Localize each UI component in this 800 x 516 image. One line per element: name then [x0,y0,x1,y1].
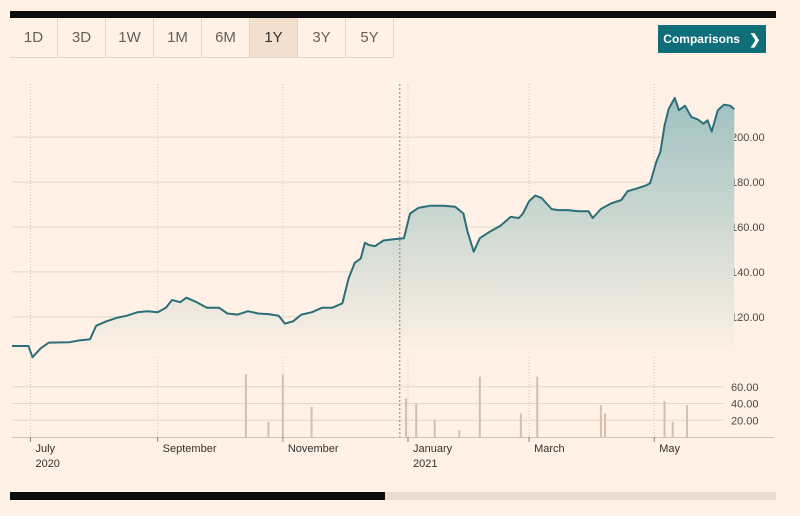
volume-bar [310,406,313,437]
tab-5y[interactable]: 5Y [346,18,394,57]
volume-bar [433,420,436,437]
comparisons-button[interactable]: Comparisons ❯ [658,25,766,53]
volume-bar [244,374,247,437]
volume-bar [478,376,481,437]
tab-1y[interactable]: 1Y [250,18,298,57]
volume-bar [519,413,522,437]
volume-bar [663,400,666,437]
price-tick-label: 200.00 [731,132,765,144]
x-tick-sublabel: 2021 [413,458,437,470]
volume-tick-label: 20.00 [731,415,759,427]
volume-bar [671,421,674,437]
volume-tick-label: 40.00 [731,399,759,411]
chevron-right-icon: ❯ [748,30,761,47]
volume-bar [267,421,270,437]
tab-1w[interactable]: 1W [106,18,154,57]
price-tick-label: 160.00 [731,222,765,234]
scrollbar-thumb[interactable] [10,492,386,500]
tab-3d[interactable]: 3D [58,18,106,57]
volume-bar [599,405,602,437]
volume-bar [686,405,689,437]
range-tabs: 1D 3D 1W 1M 6M 1Y 3Y 5Y [10,18,394,58]
x-tick-sublabel: 2020 [35,458,59,470]
price-tick-label: 120.00 [731,312,765,324]
x-tick-label: January [413,443,453,455]
time-range-scrollbar[interactable] [10,492,776,500]
volume-bar [281,374,284,437]
tab-1d[interactable]: 1D [10,18,58,57]
x-tick-label: May [659,443,680,455]
tab-6m[interactable]: 6M [202,18,250,57]
top-rule [10,11,776,18]
tab-3y[interactable]: 3Y [298,18,346,57]
x-tick-label: July [35,443,55,455]
price-line [12,96,735,359]
price-area [12,97,735,358]
volume-bar [458,430,461,437]
volume-bar [603,413,606,437]
volume-bar [415,403,418,437]
volume-bar [536,376,539,437]
comparisons-label: Comparisons [663,32,740,46]
price-chart: 120.00 140.00 160.00 180.00 200.00 20.00 40.00… [12,84,774,470]
x-tick-label: November [288,443,339,455]
tab-1m[interactable]: 1M [154,18,202,57]
price-tick-label: 180.00 [731,177,765,189]
volume-bar [404,398,407,437]
x-tick-label: September [163,443,217,455]
x-tick-label: March [534,443,565,455]
volume-tick-label: 60.00 [731,382,759,394]
price-tick-label: 140.00 [731,267,765,279]
